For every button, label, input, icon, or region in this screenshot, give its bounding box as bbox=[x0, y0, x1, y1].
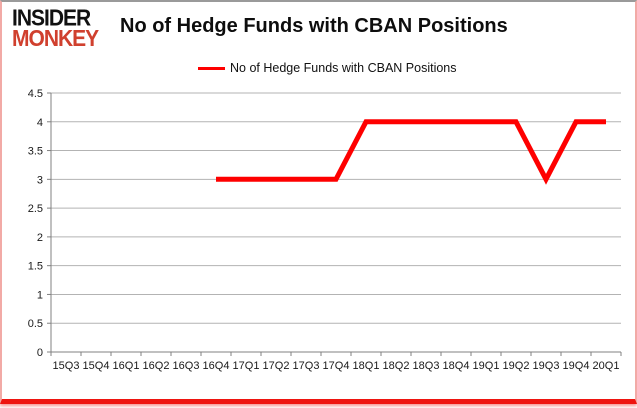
x-axis-label: 16Q3 bbox=[173, 360, 200, 372]
y-axis-label: 3 bbox=[37, 174, 43, 186]
y-axis-label: 1 bbox=[37, 289, 43, 301]
series-line bbox=[216, 119, 606, 185]
x-axis-label: 19Q3 bbox=[533, 360, 560, 372]
x-axis-label: 19Q4 bbox=[563, 360, 590, 372]
x-axis-label: 17Q1 bbox=[233, 360, 260, 372]
legend: No of Hedge Funds with CBAN Positions bbox=[198, 60, 457, 76]
x-axis-label: 16Q1 bbox=[113, 360, 140, 372]
x-axis-label: 15Q3 bbox=[53, 360, 80, 372]
legend-line-marker-icon bbox=[198, 66, 225, 70]
y-axis-label: 4 bbox=[37, 117, 43, 129]
chart-title: No of Hedge Funds with CBAN Positions bbox=[120, 15, 508, 37]
x-axis-label: 17Q2 bbox=[263, 360, 290, 372]
chart-plot: 0 0.5 1 1.5 2 2.5 3 3.5 4 4.5 15Q3 15Q4 16Q1 16Q2 16Q3… bbox=[28, 88, 622, 372]
x-axis-label: 16Q2 bbox=[143, 360, 170, 372]
y-axis-label: 3.5 bbox=[28, 146, 43, 158]
x-axis-label: 19Q2 bbox=[503, 360, 530, 372]
y-axis-label: 2.5 bbox=[28, 203, 43, 215]
x-axis-label: 18Q2 bbox=[383, 360, 410, 372]
x-axis-label: 16Q4 bbox=[203, 360, 230, 372]
y-axis-label: 1.5 bbox=[28, 261, 43, 273]
logo-line1: INSIDER bbox=[12, 5, 91, 31]
y-axis-label: 4.5 bbox=[28, 88, 43, 100]
x-axis-label: 20Q1 bbox=[593, 360, 620, 372]
x-axis-label: 18Q4 bbox=[443, 360, 470, 372]
y-axis-label: 2 bbox=[37, 232, 43, 244]
x-axis-label: 17Q4 bbox=[323, 360, 350, 372]
x-axis-label: 19Q1 bbox=[473, 360, 500, 372]
x-axis-label: 18Q1 bbox=[353, 360, 380, 372]
x-axis-label: 15Q4 bbox=[83, 360, 110, 372]
y-axis-label: 0 bbox=[37, 347, 43, 359]
legend-label: No of Hedge Funds with CBAN Positions bbox=[230, 61, 457, 75]
x-axis-label: 17Q3 bbox=[293, 360, 320, 372]
y-axis-label: 0.5 bbox=[28, 318, 43, 330]
insider-monkey-logo: INSIDER MONKEY bbox=[12, 5, 116, 56]
logo-line2: MONKEY bbox=[12, 26, 99, 52]
x-axis-label: 18Q3 bbox=[413, 360, 440, 372]
